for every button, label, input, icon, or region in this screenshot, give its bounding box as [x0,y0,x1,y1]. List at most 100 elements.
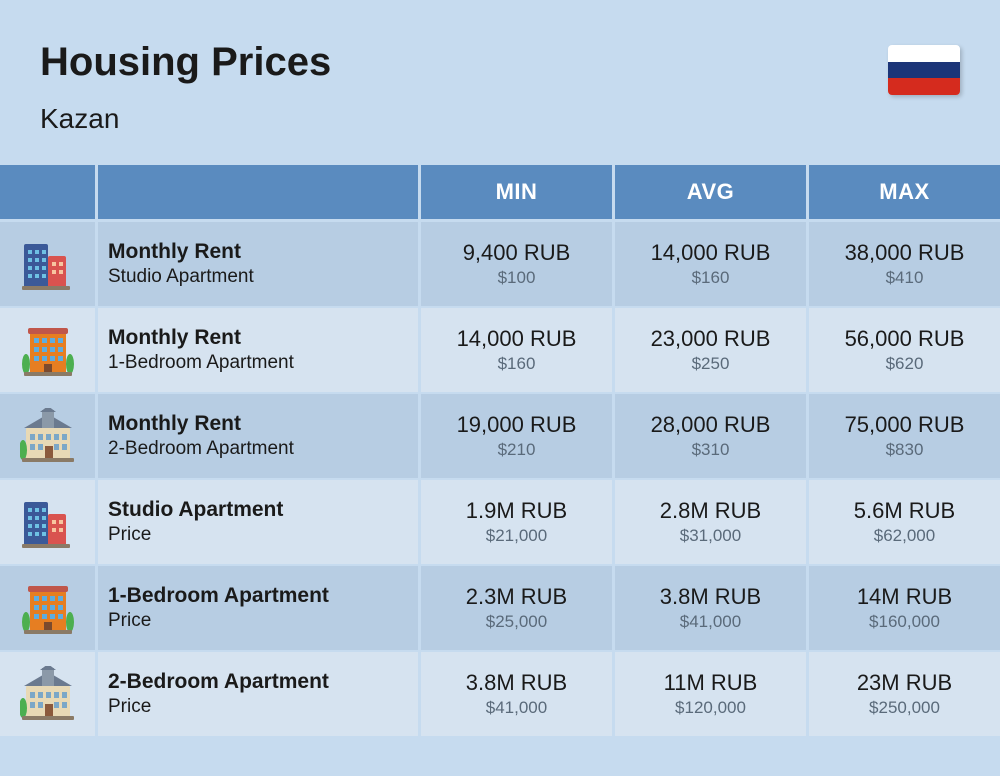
min-cell: 1.9M RUB $21,000 [421,480,612,564]
max-primary: 56,000 RUB [845,325,965,354]
row-icon-cell [0,480,95,564]
avg-cell: 11M RUB $120,000 [615,652,806,736]
row-icon-cell [0,652,95,736]
max-cell: 14M RUB $160,000 [809,566,1000,650]
row-title: Monthly Rent [108,410,408,437]
min-cell: 3.8M RUB $41,000 [421,652,612,736]
avg-cell: 14,000 RUB $160 [615,222,806,306]
min-secondary: $21,000 [486,525,547,547]
avg-cell: 2.8M RUB $31,000 [615,480,806,564]
avg-primary: 14,000 RUB [651,239,771,268]
min-secondary: $160 [498,353,536,375]
table-body: Monthly Rent Studio Apartment 9,400 RUB … [0,222,1000,736]
max-secondary: $620 [886,353,924,375]
building-icon [20,322,76,378]
avg-primary: 2.8M RUB [660,497,761,526]
row-icon-cell [0,394,95,478]
row-icon-cell [0,222,95,306]
russia-flag-icon [888,45,960,95]
row-label-cell: 2-Bedroom Apartment Price [98,652,418,736]
row-title: 2-Bedroom Apartment [108,668,408,695]
row-label-cell: Monthly Rent 1-Bedroom Apartment [98,308,418,392]
avg-primary: 23,000 RUB [651,325,771,354]
table-row: 2-Bedroom Apartment Price 3.8M RUB $41,0… [0,652,1000,736]
min-primary: 3.8M RUB [466,669,567,698]
avg-secondary: $120,000 [675,697,746,719]
header: Housing Prices Kazan [0,0,1000,165]
row-subtitle: Price [108,695,408,720]
max-cell: 5.6M RUB $62,000 [809,480,1000,564]
min-secondary: $25,000 [486,611,547,633]
table-row: Studio Apartment Price 1.9M RUB $21,000 … [0,480,1000,564]
table-row: Monthly Rent Studio Apartment 9,400 RUB … [0,222,1000,306]
header-text: Housing Prices Kazan [40,40,331,135]
building-icon [20,666,76,722]
header-blank-icon [0,165,95,219]
row-subtitle: Price [108,523,408,548]
max-primary: 14M RUB [857,583,952,612]
max-cell: 38,000 RUB $410 [809,222,1000,306]
row-label-cell: 1-Bedroom Apartment Price [98,566,418,650]
building-icon [20,580,76,636]
avg-secondary: $310 [692,439,730,461]
col-header-avg: AVG [615,165,806,219]
table-row: 1-Bedroom Apartment Price 2.3M RUB $25,0… [0,566,1000,650]
row-subtitle: 2-Bedroom Apartment [108,437,408,462]
row-icon-cell [0,566,95,650]
min-cell: 2.3M RUB $25,000 [421,566,612,650]
max-primary: 23M RUB [857,669,952,698]
max-cell: 75,000 RUB $830 [809,394,1000,478]
max-cell: 56,000 RUB $620 [809,308,1000,392]
row-subtitle: Studio Apartment [108,265,408,290]
row-label-cell: Monthly Rent 2-Bedroom Apartment [98,394,418,478]
avg-secondary: $31,000 [680,525,741,547]
max-cell: 23M RUB $250,000 [809,652,1000,736]
min-primary: 1.9M RUB [466,497,567,526]
page-title: Housing Prices [40,40,331,85]
avg-cell: 23,000 RUB $250 [615,308,806,392]
row-label-cell: Monthly Rent Studio Apartment [98,222,418,306]
avg-secondary: $160 [692,267,730,289]
row-title: Monthly Rent [108,238,408,265]
header-blank-label [98,165,418,219]
col-header-max: MAX [809,165,1000,219]
city-name: Kazan [40,103,331,135]
flag-stripe-blue [888,62,960,79]
min-primary: 19,000 RUB [457,411,577,440]
table-header-row: MIN AVG MAX [0,165,1000,219]
row-title: Monthly Rent [108,324,408,351]
avg-cell: 3.8M RUB $41,000 [615,566,806,650]
row-title: 1-Bedroom Apartment [108,582,408,609]
row-subtitle: Price [108,609,408,634]
building-icon [20,408,76,464]
row-subtitle: 1-Bedroom Apartment [108,351,408,376]
table-row: Monthly Rent 1-Bedroom Apartment 14,000 … [0,308,1000,392]
max-secondary: $160,000 [869,611,940,633]
avg-primary: 28,000 RUB [651,411,771,440]
min-secondary: $100 [498,267,536,289]
max-secondary: $830 [886,439,924,461]
row-icon-cell [0,308,95,392]
min-secondary: $210 [498,439,536,461]
max-primary: 75,000 RUB [845,411,965,440]
table-row: Monthly Rent 2-Bedroom Apartment 19,000 … [0,394,1000,478]
max-primary: 38,000 RUB [845,239,965,268]
min-primary: 14,000 RUB [457,325,577,354]
row-label-cell: Studio Apartment Price [98,480,418,564]
page-container: Housing Prices Kazan MIN AVG MAX [0,0,1000,776]
avg-primary: 11M RUB [664,669,758,698]
flag-stripe-red [888,78,960,95]
flag-stripe-white [888,45,960,62]
min-secondary: $41,000 [486,697,547,719]
avg-secondary: $250 [692,353,730,375]
max-secondary: $410 [886,267,924,289]
avg-secondary: $41,000 [680,611,741,633]
building-icon [20,494,76,550]
avg-cell: 28,000 RUB $310 [615,394,806,478]
building-icon [20,236,76,292]
min-primary: 9,400 RUB [463,239,571,268]
min-cell: 14,000 RUB $160 [421,308,612,392]
price-table: MIN AVG MAX Monthly Rent Studio Apartmen… [0,165,1000,736]
col-header-min: MIN [421,165,612,219]
avg-primary: 3.8M RUB [660,583,761,612]
